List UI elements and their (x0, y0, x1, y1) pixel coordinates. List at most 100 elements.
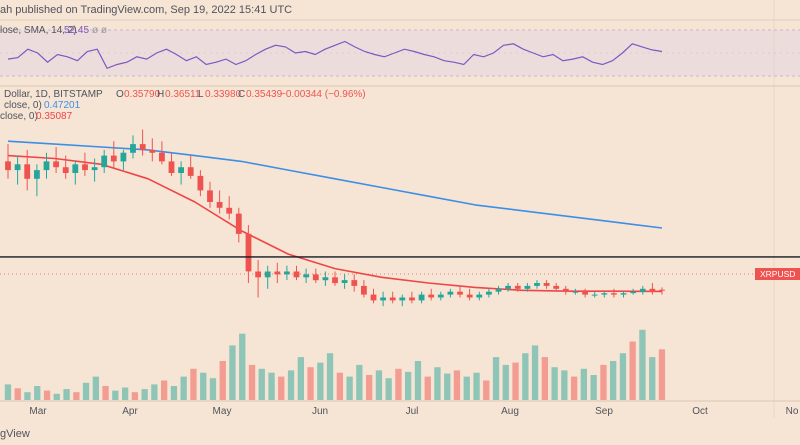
volume-bar (209, 378, 217, 400)
candle-body (495, 288, 502, 292)
candle-body (178, 167, 184, 173)
candle (159, 141, 165, 165)
volume-bar (395, 368, 402, 400)
volume-bar (502, 364, 509, 400)
rsi-series (7, 40, 663, 70)
candle-body (197, 175, 204, 191)
x-tick-label: Oct (692, 406, 708, 417)
volume-bar (483, 380, 490, 400)
ohlc-o: 0.35790 (124, 89, 161, 100)
volume-bar (453, 370, 461, 400)
candle-body (216, 202, 223, 208)
candle (514, 283, 521, 292)
ma50-legend-value: 0.35087 (36, 111, 73, 122)
candle (380, 291, 386, 307)
volume-bar (356, 364, 363, 400)
candle-body (486, 291, 492, 295)
volume-bar (434, 367, 441, 400)
candle-body (255, 271, 261, 278)
volume-bar (73, 392, 80, 400)
x-tick-label: Mar (29, 406, 47, 417)
candle-body (361, 285, 367, 295)
candle (447, 288, 454, 298)
candle-body (207, 190, 213, 202)
volume-bar (561, 370, 568, 400)
volume-bar (297, 357, 304, 400)
candle (572, 288, 579, 295)
candle (582, 288, 588, 298)
candles (5, 129, 665, 307)
candle (476, 291, 483, 301)
candle-body (582, 291, 588, 295)
candle-body (284, 271, 290, 275)
candle (34, 164, 40, 197)
rsi-legend-icons[interactable]: ø ø (92, 25, 107, 36)
rsi-legend-value: 52.45 (64, 25, 89, 36)
volume-bar (287, 370, 295, 400)
candle-body (14, 164, 21, 171)
x-tick-label: Jul (406, 406, 419, 417)
volume-bar (405, 371, 412, 400)
candle-body (110, 155, 117, 162)
candle-body (409, 297, 415, 301)
x-tick-label: May (213, 406, 232, 417)
volume-bar (346, 376, 353, 400)
candle-body (562, 288, 569, 292)
volume-bar (112, 390, 119, 400)
candle (505, 283, 511, 292)
volume-bar (190, 368, 197, 400)
volume-bar (600, 364, 607, 400)
volume-bar (639, 329, 646, 400)
candle-body (476, 294, 483, 298)
ma200-legend-value: 0.47201 (44, 100, 81, 111)
candle-body (543, 283, 550, 286)
candle (264, 265, 271, 289)
x-tick-label: Jun (312, 406, 328, 417)
candle-body (120, 152, 127, 162)
volume-bar (180, 376, 187, 400)
volume-series (4, 329, 666, 400)
volume-bar (278, 376, 285, 400)
volume-bar (317, 362, 324, 400)
candle-body (332, 277, 338, 284)
candle (91, 158, 98, 182)
volume-bar (649, 357, 656, 400)
ma50-line (7, 154, 663, 293)
candle-body (534, 283, 540, 286)
symbol-line: Dollar, 1D, BITSTAMP (4, 89, 103, 100)
candle-body (34, 170, 40, 179)
candle (437, 291, 444, 301)
candle-body (24, 164, 31, 179)
candle-body (591, 294, 598, 296)
candle-body (264, 271, 271, 278)
candle-body (630, 291, 637, 294)
candle (293, 265, 300, 281)
candle (601, 291, 608, 298)
candle-body (43, 161, 50, 171)
volume-bar (43, 390, 51, 400)
candle-body (399, 297, 406, 301)
candle (130, 135, 136, 159)
volume-bar (522, 353, 529, 400)
candle (341, 274, 348, 289)
candle (370, 288, 377, 304)
candle (255, 259, 261, 298)
candle (197, 170, 204, 197)
volume-bar (326, 353, 334, 400)
volume-bar (14, 388, 21, 400)
candle (178, 161, 184, 185)
volume-bar (307, 367, 314, 400)
ma200-line (7, 140, 663, 229)
candle-body (322, 277, 329, 281)
volume-bar (551, 367, 558, 400)
candle (5, 144, 11, 179)
candle (120, 149, 127, 171)
x-tick-label: Apr (122, 406, 138, 417)
candle-body (524, 285, 531, 289)
volume-bar (151, 384, 158, 400)
volume-bar (141, 389, 148, 400)
volume-bar (580, 368, 587, 400)
candle-body (245, 233, 252, 272)
volume-bar (53, 393, 60, 400)
candle (139, 129, 146, 156)
